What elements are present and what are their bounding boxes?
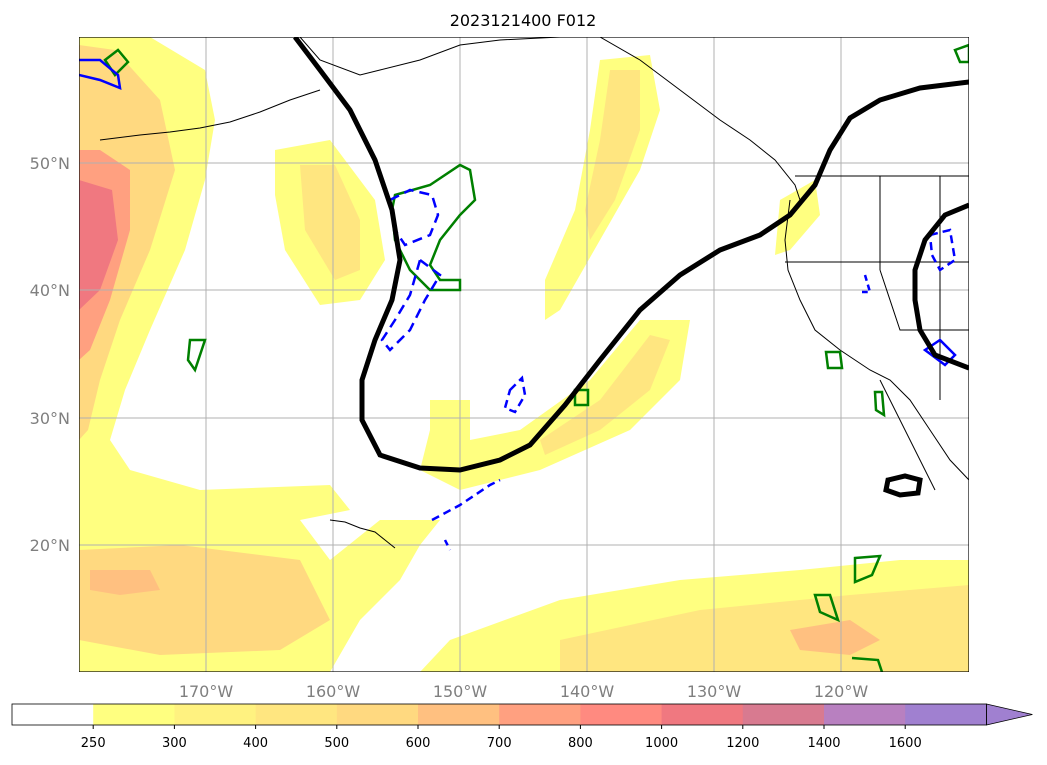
blue-contour-ne-solid <box>922 338 957 367</box>
colorbar-extend-arrow <box>986 703 1033 726</box>
colorbar-segment <box>174 704 257 725</box>
coastlines <box>99 37 969 549</box>
colorbar-segment <box>12 704 94 725</box>
blue-contour-small <box>862 274 872 294</box>
shade-gulf-streak-inner <box>585 70 640 240</box>
lat-label-20: 20°N <box>30 536 70 555</box>
lon-label-130w: 130°W <box>687 682 742 701</box>
shade-west-column-core <box>79 180 118 310</box>
colorbar-segment <box>255 704 338 725</box>
colorbar-segment <box>661 704 744 725</box>
black-trough-contour <box>293 37 969 473</box>
lat-label-50: 50°N <box>30 154 70 173</box>
black-ridge-contour <box>912 202 969 371</box>
colorbar-tick-label: 1600 <box>889 736 922 751</box>
colorbar-segment <box>905 704 987 725</box>
us-west-coast <box>784 199 969 481</box>
green-contour-small-1 <box>186 338 207 373</box>
blue-contour-nw <box>79 58 122 90</box>
colorbar-segment <box>824 704 906 725</box>
lon-label-120w: 120°W <box>814 682 869 701</box>
colorbar-tick-label: 400 <box>243 736 268 751</box>
colorbar-segment <box>499 704 581 725</box>
colorbar-tick-label: 600 <box>406 736 431 751</box>
colorbar-tick-label: 800 <box>568 736 593 751</box>
colorbar-tick-label: 700 <box>487 736 512 751</box>
baja <box>879 379 936 491</box>
colorbar-segment <box>742 704 825 725</box>
colorbar-tick-label: 300 <box>162 736 187 751</box>
hawaii <box>329 519 396 549</box>
green-contour-coast-2 <box>873 390 886 418</box>
shade-south-band <box>79 545 330 655</box>
lat-labels: 20°N 30°N 40°N 50°N <box>30 154 70 555</box>
shade-southeast-inner <box>560 585 969 672</box>
colorbar-tick-label: 1000 <box>645 736 678 751</box>
map-title: 2023121400 F012 <box>450 11 597 30</box>
shade-coast-patch <box>775 180 820 255</box>
green-contour-south-2 <box>813 593 841 623</box>
shade-west-column <box>79 37 440 672</box>
alaska-coast <box>299 37 561 76</box>
lon-label-160w: 160°W <box>306 682 361 701</box>
lon-label-150w: 150°W <box>433 682 488 701</box>
colorbar-segment <box>580 704 663 725</box>
green-contour-coast-1 <box>824 350 844 370</box>
colorbar-tick-label: 500 <box>324 736 349 751</box>
aleutian-chain <box>99 89 321 141</box>
lon-label-140w: 140°W <box>560 682 615 701</box>
green-contour-south-3 <box>851 656 884 672</box>
shaded-field <box>79 37 969 672</box>
green-contours <box>103 43 969 672</box>
green-contour-south-1 <box>853 554 882 584</box>
black-contours <box>293 37 969 498</box>
shade-diagonal-band-inner <box>540 335 670 455</box>
shade-south-band-core <box>90 570 160 595</box>
state-lines <box>785 176 969 400</box>
blue-contour-ne <box>928 228 957 272</box>
colorbar-segment <box>93 704 175 725</box>
blue-contour-dashed-south <box>431 478 501 522</box>
shade-diagonal-band <box>420 320 690 490</box>
colorbar-segment <box>418 704 500 725</box>
colorbar-tick-label: 250 <box>81 736 106 751</box>
blue-contour-dashed-hi <box>443 539 452 551</box>
shade-west-column-orange <box>79 45 175 440</box>
lon-label-170w: 170°W <box>179 682 234 701</box>
colorbar-tick-label: 1200 <box>726 736 759 751</box>
shade-southeast-core <box>790 620 880 655</box>
lon-labels: 170°W 160°W 150°W 140°W 130°W 120°W <box>179 682 869 701</box>
colorbar-segment <box>336 704 419 725</box>
gridlines <box>79 37 969 672</box>
shade-central-blob-inner <box>300 165 360 280</box>
canada-coast <box>599 37 801 201</box>
green-contour-ne <box>953 43 969 64</box>
lat-label-40: 40°N <box>30 281 70 300</box>
green-contour-small-2 <box>573 388 590 407</box>
lat-label-30: 30°N <box>30 409 70 428</box>
blue-contour-dashed-small <box>503 375 527 414</box>
colorbar-tick-label: 1400 <box>807 736 840 751</box>
blue-contour-dashed-tail <box>380 257 442 352</box>
map-area <box>79 37 969 672</box>
colorbar: 250 300 400 500 600 700 800 1000 1200 1400 1600 <box>11 703 1033 751</box>
black-small-loop <box>883 473 923 498</box>
